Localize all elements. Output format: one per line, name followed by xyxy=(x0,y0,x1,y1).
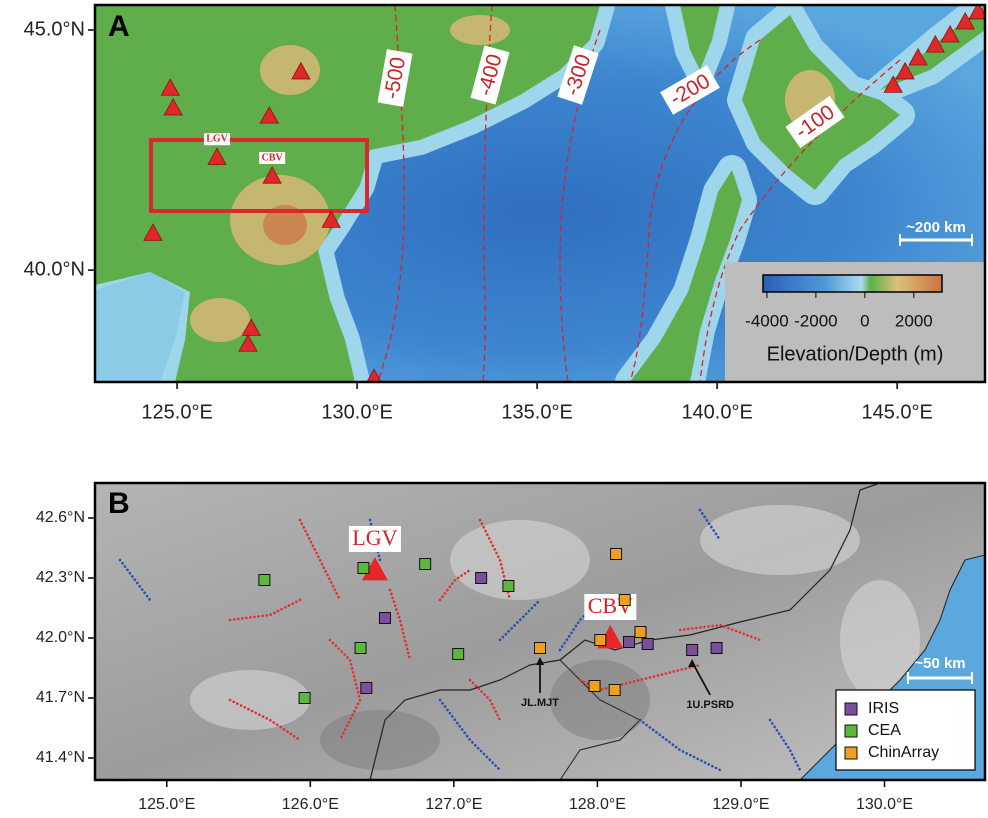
station xyxy=(534,642,546,654)
volcano xyxy=(291,61,311,80)
station xyxy=(618,594,631,606)
colorbar-tick-label: 0 xyxy=(860,311,869,330)
volcano xyxy=(895,61,915,80)
legend-swatch xyxy=(844,724,858,738)
station xyxy=(419,558,432,570)
volcano xyxy=(163,97,183,116)
arrow-head xyxy=(688,659,697,667)
y-tick-label: 42.0°N xyxy=(36,629,85,646)
volcano xyxy=(241,318,261,336)
contour-label-box xyxy=(377,49,413,107)
volcano xyxy=(143,223,163,241)
station xyxy=(354,642,367,654)
volcano xyxy=(955,11,975,30)
station xyxy=(588,680,601,692)
x-tick-label: 140.0°E xyxy=(681,401,752,423)
scale-bar-label: ~50 km xyxy=(914,655,965,672)
y-tick-label: 41.4°N xyxy=(36,749,85,766)
x-tick-label: 126.0°E xyxy=(282,796,339,813)
volcano-label: LGV xyxy=(206,134,228,145)
legend-label: CEA xyxy=(868,722,901,739)
station xyxy=(634,626,647,638)
station xyxy=(608,684,621,696)
contour-label-box xyxy=(785,95,845,149)
x-tick-label: 145.0°E xyxy=(861,401,932,423)
contour-label-box xyxy=(557,45,599,105)
contour-label-box xyxy=(660,65,720,115)
x-tick-label: 130.0°E xyxy=(856,796,913,813)
volcano xyxy=(160,78,180,96)
map-b-background xyxy=(95,483,985,780)
colorbar-title: Elevation/Depth (m) xyxy=(767,343,944,365)
station-label: JL.MJT xyxy=(521,697,559,709)
volcano xyxy=(925,35,945,53)
contour-label-box xyxy=(470,45,510,105)
legend-label: IRIS xyxy=(868,700,899,717)
panel-label: B xyxy=(108,487,130,520)
volcano xyxy=(366,368,382,382)
station xyxy=(502,580,515,592)
station xyxy=(641,638,654,650)
x-tick-label: 125.0°E xyxy=(141,401,212,423)
station xyxy=(360,682,373,694)
x-tick-label: 135.0°E xyxy=(501,401,572,423)
station xyxy=(357,562,370,574)
arrow-head xyxy=(536,657,544,665)
x-tick-label: 127.0°E xyxy=(425,796,482,813)
y-tick-label: 42.3°N xyxy=(36,569,85,586)
y-tick-label: 41.7°N xyxy=(36,689,85,706)
volcano-label: LGV xyxy=(352,525,397,550)
volcano xyxy=(883,75,903,93)
station xyxy=(686,644,699,656)
x-tick-label: 125.0°E xyxy=(138,796,195,813)
volcano xyxy=(238,334,258,352)
volcano-label-box xyxy=(259,151,286,164)
x-tick-label: 128.0°E xyxy=(569,796,626,813)
y-tick-label: 40.0°N xyxy=(24,258,85,280)
volcano xyxy=(968,5,985,20)
volcano xyxy=(361,557,388,581)
y-tick-label: 45.0°N xyxy=(24,18,85,40)
volcano-label: CBV xyxy=(262,152,284,163)
volcano-label-box xyxy=(204,133,231,146)
volcano xyxy=(262,166,282,184)
x-tick-label: 130.0°E xyxy=(321,401,392,423)
volcano xyxy=(207,147,227,165)
colorbar-tick-label: -4000 xyxy=(745,311,788,330)
colorbar-tick-label: 2000 xyxy=(895,311,933,330)
station xyxy=(623,636,635,648)
map-a-marks: LGV CBV xyxy=(143,5,985,382)
frame-b xyxy=(93,481,987,782)
legend-label: ChinArray xyxy=(868,744,939,761)
panel-label: A xyxy=(108,10,130,43)
legend-swatch xyxy=(844,746,858,760)
station xyxy=(710,642,723,654)
volcano-label-box xyxy=(348,526,401,552)
colorbar-tick-label: -2000 xyxy=(794,311,837,330)
station xyxy=(452,648,465,660)
contour-label: -500 xyxy=(377,49,413,107)
legend-swatch xyxy=(844,702,858,716)
station-label: 1U.PSRD xyxy=(686,699,734,711)
volcano xyxy=(908,48,928,66)
station xyxy=(298,692,311,704)
scale-bar-label: ~200 km xyxy=(906,219,966,236)
volcano xyxy=(940,24,960,43)
station-arrow xyxy=(691,661,711,696)
frame-a xyxy=(93,3,987,384)
volcano xyxy=(321,210,341,228)
y-tick-label: 42.6°N xyxy=(36,509,85,526)
station xyxy=(594,634,607,646)
contour-labels: -500 -400 -300 -200-100 xyxy=(377,45,845,149)
station xyxy=(258,574,271,586)
station xyxy=(475,572,488,584)
volcano xyxy=(259,106,279,124)
station xyxy=(378,612,391,624)
map-a-background xyxy=(95,5,985,382)
station xyxy=(610,548,623,560)
x-tick-label: 129.0°E xyxy=(712,796,769,813)
